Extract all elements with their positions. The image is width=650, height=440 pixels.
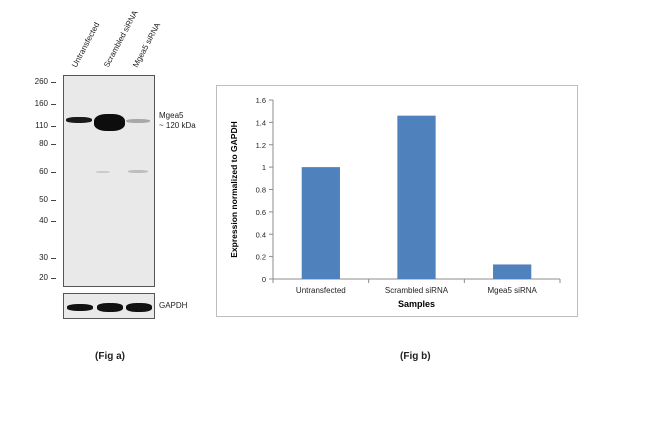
- y-tick-label: 0: [262, 275, 266, 284]
- target-label: Mgea5: [159, 111, 184, 120]
- y-tick-label: 1.6: [256, 96, 266, 105]
- band-untransfected: [66, 117, 92, 123]
- mw-tick: [51, 258, 56, 259]
- gapdh-blot: [63, 293, 155, 319]
- y-tick-label: 1: [262, 163, 266, 172]
- band-scrambled: [94, 114, 125, 131]
- band-gapdh-scrambled: [97, 303, 123, 312]
- x-tick-label: Mgea5 siRNA: [487, 286, 537, 295]
- y-tick-label: 1.4: [256, 118, 266, 127]
- band-gapdh-mgea5: [126, 303, 152, 312]
- lane-label-mgea5-sirna: Mgea5 siRNA: [131, 21, 163, 69]
- loading-control-label: GAPDH: [159, 301, 188, 310]
- bar: [397, 115, 436, 279]
- fig-a-caption: (Fig a): [95, 351, 125, 362]
- mw-tick: [51, 278, 56, 279]
- bar: [493, 264, 532, 279]
- fig-b-caption: (Fig b): [400, 351, 431, 362]
- mw-tick: [51, 126, 56, 127]
- y-axis-title: Expression normalized to GAPDH: [229, 121, 239, 258]
- mw-marker: 110: [35, 121, 48, 130]
- mw-tick: [51, 221, 56, 222]
- mw-marker: 30: [39, 253, 48, 262]
- bar-chart: 0 0.2 0.4 0.6 0.8 1 1.2 1.4 1.6 Untransfected Scr…: [229, 96, 561, 309]
- mw-tick: [51, 172, 56, 173]
- mw-marker: 50: [39, 195, 48, 204]
- x-tick-label: Scrambled siRNA: [385, 286, 449, 295]
- mw-tick: [51, 200, 56, 201]
- y-tick-label: 0.2: [256, 253, 266, 262]
- x-axis-title: Samples: [398, 299, 435, 309]
- chart-frame: 0 0.2 0.4 0.6 0.8 1 1.2 1.4 1.6 Untransfected Scr…: [216, 85, 578, 317]
- band-mgea5-sirna: [126, 119, 150, 123]
- mw-tick: [51, 144, 56, 145]
- mw-marker: 20: [39, 273, 48, 282]
- mw-tick: [51, 82, 56, 83]
- lane-label-untransfected: Untransfected: [70, 20, 102, 69]
- mw-marker: 60: [39, 167, 48, 176]
- y-tick-label: 1.2: [256, 141, 266, 150]
- faint-band: [96, 171, 110, 173]
- mw-marker: 260: [34, 77, 48, 86]
- mw-marker: 160: [34, 99, 48, 108]
- y-tick-label: 0.4: [256, 230, 266, 239]
- x-tick-label: Untransfected: [296, 286, 346, 295]
- band-gapdh-untransfected: [67, 304, 93, 311]
- mw-marker: 40: [39, 216, 48, 225]
- mw-tick: [51, 104, 56, 105]
- faint-band: [128, 170, 148, 173]
- target-size-label: ~ 120 kDa: [159, 121, 196, 130]
- y-tick-label: 0.6: [256, 208, 266, 217]
- y-tick-label: 0.8: [256, 186, 266, 195]
- mw-marker: 80: [39, 139, 48, 148]
- main-blot: [63, 75, 155, 287]
- bar: [301, 167, 340, 279]
